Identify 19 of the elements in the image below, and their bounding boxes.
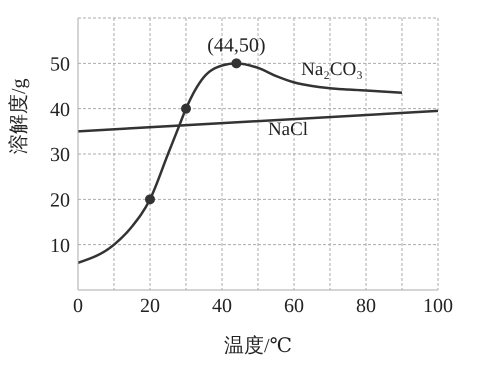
- series-label: NaCl: [268, 118, 308, 140]
- x-tick-label: 20: [140, 295, 160, 318]
- annotation: (44,50): [207, 34, 266, 56]
- x-tick-label: 0: [73, 295, 83, 318]
- y-axis-title: 溶解度/g: [8, 78, 30, 154]
- x-tick-label: 40: [212, 295, 232, 318]
- y-tick-label: 50: [50, 53, 70, 76]
- y-tick-label: 40: [50, 98, 70, 121]
- y-tick-label: 30: [50, 144, 70, 166]
- point: [145, 194, 155, 204]
- x-axis-title: 温度/℃: [224, 335, 292, 357]
- y-tick-label: 10: [50, 234, 70, 257]
- x-tick-label: 80: [356, 295, 376, 318]
- x-tick-label: 100: [423, 295, 453, 318]
- point: [231, 58, 242, 68]
- y-tick-label: 20: [50, 189, 70, 212]
- series-label: Na₂CO₃: [301, 58, 363, 80]
- x-tick-label: 60: [284, 295, 304, 318]
- point: [181, 104, 191, 114]
